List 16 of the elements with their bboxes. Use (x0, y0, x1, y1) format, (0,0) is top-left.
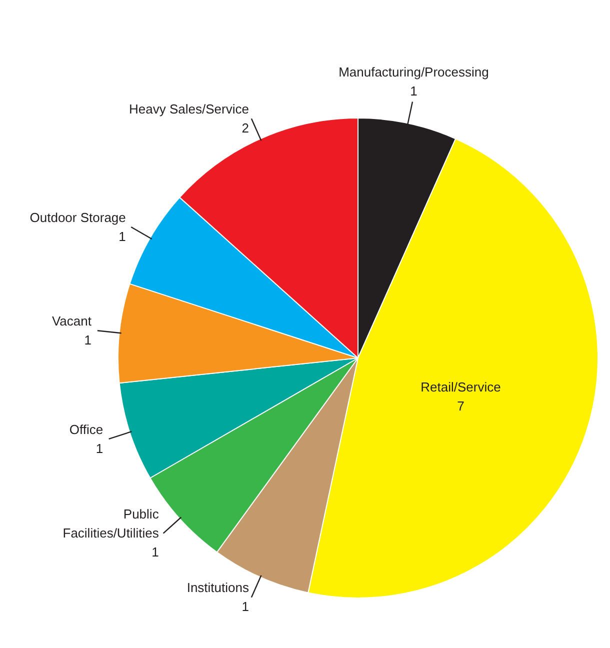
data-label: 7 (457, 398, 464, 414)
slice-label: Retail/Service (420, 379, 501, 394)
data-label: 1 (410, 84, 418, 99)
slice-label: Vacant (52, 313, 92, 328)
slice-label: Outdoor Storage (30, 210, 126, 225)
slice-label: Office (69, 422, 104, 437)
data-label: 1 (84, 332, 92, 348)
data-label: 1 (152, 544, 159, 560)
slice-label: Institutions (186, 580, 250, 596)
data-label: 1 (96, 440, 104, 456)
slice-label: Heavy Sales/Service (129, 101, 249, 116)
slice-label: Manufacturing/Processing (338, 64, 489, 80)
slice-label: Public Facilities/Utilities (62, 506, 160, 541)
data-label: 1 (118, 228, 126, 244)
data-label: 2 (242, 120, 249, 136)
data-label: 1 (242, 599, 249, 614)
